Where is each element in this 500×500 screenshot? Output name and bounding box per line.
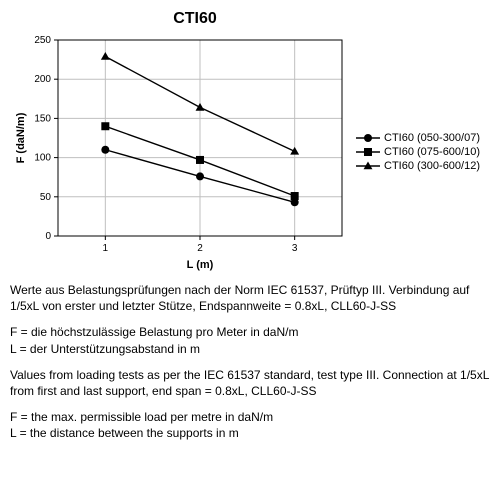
svg-text:2: 2 [197, 243, 203, 254]
note-de-L: L = der Unterstützungsabstand in m [10, 342, 200, 356]
legend-item: CTI60 (075-600/10) [356, 146, 480, 158]
svg-text:200: 200 [34, 74, 51, 85]
note-en-L: L = the distance between the supports in… [10, 426, 239, 440]
note-en-F: F = the max. permissible load per metre … [10, 410, 273, 424]
legend-item: CTI60 (300-600/12) [356, 160, 480, 172]
svg-text:100: 100 [34, 153, 51, 164]
legend-label: CTI60 (075-600/10) [384, 146, 480, 158]
notes-block: Werte aus Belastungsprüfungen nach der N… [10, 282, 490, 442]
svg-text:L (m): L (m) [187, 259, 214, 271]
chart-title: CTI60 [0, 10, 490, 28]
note-en-1: Values from loading tests as per the IEC… [10, 367, 490, 399]
svg-text:1: 1 [103, 243, 109, 254]
line-chart: 0 50 100 150 200 250 1 2 3 L (m) F (daN/m) [10, 32, 350, 272]
note-de-F: F = die höchstzulässige Belastung pro Me… [10, 325, 298, 339]
svg-text:3: 3 [292, 243, 298, 254]
svg-text:250: 250 [34, 35, 51, 46]
legend-label: CTI60 (300-600/12) [384, 160, 480, 172]
svg-text:0: 0 [45, 231, 51, 242]
legend-item: CTI60 (050-300/07) [356, 132, 480, 144]
svg-text:150: 150 [34, 113, 51, 124]
svg-text:F (daN/m): F (daN/m) [15, 112, 27, 163]
svg-text:50: 50 [40, 192, 52, 203]
legend-label: CTI60 (050-300/07) [384, 132, 480, 144]
legend: CTI60 (050-300/07) CTI60 (075-600/10) CTI6… [356, 130, 480, 174]
note-de-1: Werte aus Belastungsprüfungen nach der N… [10, 282, 490, 314]
